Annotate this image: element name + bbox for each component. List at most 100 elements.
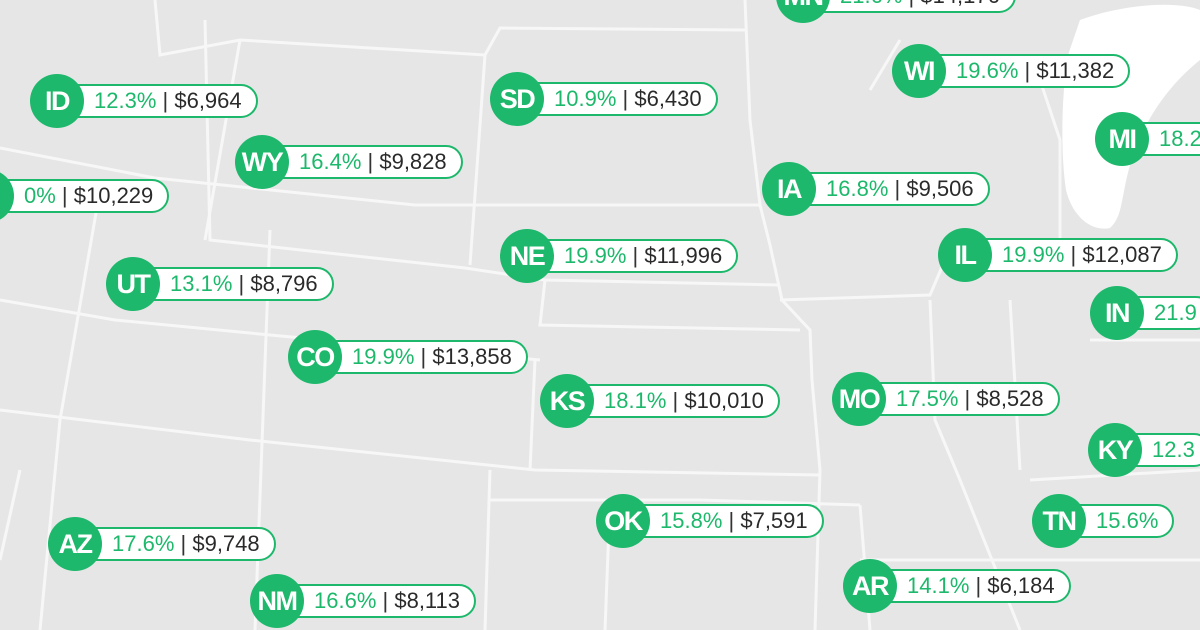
separator: | xyxy=(626,243,645,268)
state-label-mi: MI 18.2 xyxy=(1095,112,1200,166)
separator: | xyxy=(361,149,380,174)
state-label-ok: OK 15.8% | $7,591 xyxy=(596,494,824,548)
separator: | xyxy=(616,86,635,111)
label-pill-background xyxy=(310,340,528,374)
separator: | xyxy=(666,388,685,413)
state-label-az: AZ 17.6% | $9,748 xyxy=(48,517,276,571)
state-abbr-badge: MO xyxy=(832,372,886,426)
dollar-amount: $10,229 xyxy=(73,183,154,208)
state-abbr-badge: UT xyxy=(106,257,160,311)
label-text: 16.6% | $8,113 xyxy=(304,588,476,614)
separator: | xyxy=(969,573,988,598)
label-pill-background xyxy=(257,145,463,179)
separator: | xyxy=(1018,58,1037,83)
label-text: 12.3 xyxy=(1142,437,1200,463)
state-abbr-badge: AZ xyxy=(48,517,102,571)
separator: | xyxy=(958,386,977,411)
label-text: 0% | $10,229 xyxy=(14,183,169,209)
label-text: 15.6% xyxy=(1086,508,1174,534)
label-text: 19.9% | $11,996 xyxy=(554,243,738,269)
state-abbr-badge: NE xyxy=(500,229,554,283)
state-label-ks: KS 18.1% | $10,010 xyxy=(540,374,780,428)
state-abbr-badge xyxy=(0,169,14,223)
label-text: 17.5% | $8,528 xyxy=(886,386,1060,412)
percent-value: 17.5% xyxy=(896,386,959,411)
state-label-in: IN 21.9 xyxy=(1090,286,1200,340)
percent-value: 16.8% xyxy=(826,176,889,201)
dollar-amount: $11,382 xyxy=(1036,58,1115,83)
label-pill-background xyxy=(960,238,1178,272)
dollar-amount: $8,528 xyxy=(976,386,1044,411)
label-pill-background xyxy=(854,382,1060,416)
label-pill-background xyxy=(52,84,258,118)
label-text: 16.8% | $9,506 xyxy=(816,176,990,202)
state-label-il: IL 19.9% | $12,087 xyxy=(938,228,1178,282)
label-text: 12.3% | $6,964 xyxy=(84,88,258,114)
state-label-partial: 0% | $10,229 xyxy=(0,169,170,223)
label-pill-background xyxy=(128,267,334,301)
percent-value: 16.4% xyxy=(299,149,362,174)
dollar-amount: $8,796 xyxy=(250,271,318,296)
label-text: 19.9% | $13,858 xyxy=(342,344,528,370)
state-label-ar: AR 14.1% | $6,184 xyxy=(843,559,1071,613)
state-label-ne: NE 19.9% | $11,996 xyxy=(500,229,739,283)
label-text: 18.1% | $10,010 xyxy=(594,388,780,414)
state-label-co: CO 19.9% | $13,858 xyxy=(288,330,528,384)
label-pill-background xyxy=(70,527,276,561)
state-label-tn: TN 15.6% xyxy=(1032,494,1175,548)
state-abbr-badge: ID xyxy=(30,74,84,128)
state-abbr-badge: SD xyxy=(490,72,544,126)
percent-value: 12.3% xyxy=(94,88,157,113)
label-text: 16.4% | $9,828 xyxy=(289,149,463,175)
dollar-amount: $6,430 xyxy=(634,86,702,111)
dollar-amount: $9,506 xyxy=(906,176,974,201)
state-abbr-badge: CO xyxy=(288,330,342,384)
state-abbr-badge: IL xyxy=(938,228,992,282)
state-abbr-badge: IN xyxy=(1090,286,1144,340)
label-text: 10.9% | $6,430 xyxy=(544,86,718,112)
percent-value: 21.6% xyxy=(840,0,902,8)
label-text: 21.9 xyxy=(1144,300,1200,326)
percent-value: 14.1% xyxy=(907,573,970,598)
dollar-amount: $6,184 xyxy=(987,573,1055,598)
state-abbr-badge: AR xyxy=(843,559,897,613)
state-abbr-badge: MI xyxy=(1095,112,1149,166)
state-label-mo: MO 17.5% | $8,528 xyxy=(832,372,1060,426)
percent-value: 0% xyxy=(24,183,56,208)
percent-value: 15.6% xyxy=(1096,508,1159,533)
percent-value: 12.3 xyxy=(1152,437,1195,462)
percent-value: 13.1% xyxy=(170,271,233,296)
separator: | xyxy=(902,0,920,8)
label-pill-background xyxy=(914,54,1131,88)
state-label-id: ID 12.3% | $6,964 xyxy=(30,74,258,128)
dollar-amount: $8,113 xyxy=(394,588,460,613)
percent-value: 16.6% xyxy=(314,588,377,613)
state-abbr-badge: TN xyxy=(1032,494,1086,548)
separator: | xyxy=(232,271,251,296)
label-pill-background xyxy=(0,179,170,213)
separator: | xyxy=(174,531,193,556)
dollar-amount: $11,996 xyxy=(644,243,723,268)
state-label-ut: UT 13.1% | $8,796 xyxy=(106,257,334,311)
label-pill-background xyxy=(512,82,718,116)
separator: | xyxy=(1064,242,1083,267)
state-label-ky: KY 12.3 xyxy=(1088,423,1200,477)
state-abbr-badge: WY xyxy=(235,135,289,189)
state-label-wy: WY 16.4% | $9,828 xyxy=(235,135,463,189)
label-pill-background xyxy=(784,172,990,206)
percent-value: 10.9% xyxy=(554,86,617,111)
separator: | xyxy=(722,508,741,533)
percent-value: 19.9% xyxy=(564,243,627,268)
dollar-amount: $12,087 xyxy=(1082,242,1162,267)
label-text: 17.6% | $9,748 xyxy=(102,531,276,557)
state-label-mn: MN21.6% | $14,176 xyxy=(776,0,1016,23)
percent-value: 19.9% xyxy=(352,344,415,369)
percent-value: 17.6% xyxy=(112,531,175,556)
percent-value: 15.8% xyxy=(660,508,723,533)
percent-value: 18.2 xyxy=(1159,126,1200,151)
separator: | xyxy=(55,183,74,208)
dollar-amount: $14,176 xyxy=(920,0,1000,8)
dollar-amount: $9,748 xyxy=(192,531,260,556)
dollar-amount: $9,828 xyxy=(379,149,447,174)
label-text: 21.6% | $14,176 xyxy=(830,0,1016,9)
